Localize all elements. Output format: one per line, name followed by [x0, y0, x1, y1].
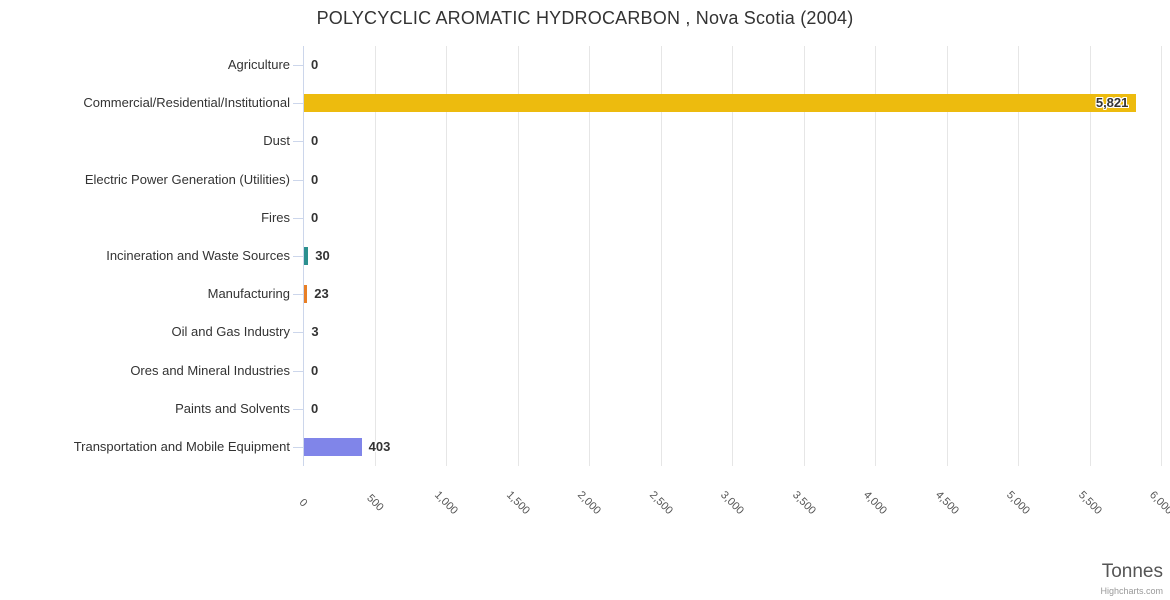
bar-value-label: 0: [311, 171, 319, 187]
bar-value-label: 0: [311, 209, 319, 225]
category-tick: [293, 294, 303, 296]
x-axis-tick-label: 3,000: [718, 489, 746, 517]
x-axis-tick-label: 5,500: [1075, 489, 1104, 517]
chart-title: POLYCYCLIC AROMATIC HYDROCARBON , Nova S…: [316, 8, 854, 28]
bar-value-label: 3: [311, 324, 319, 340]
bar[interactable]: [304, 94, 1137, 113]
bar-value-label: 0: [311, 400, 319, 416]
category-label: Transportation and Mobile Equipment: [73, 438, 290, 454]
x-axis-tick-label: 6,000: [1147, 489, 1170, 517]
category-label: Incineration and Waste Sources: [106, 248, 290, 263]
gridline: [946, 46, 948, 466]
gridline: [803, 46, 805, 466]
x-axis-tick-label: 500: [363, 492, 386, 514]
category-axis-line: [303, 46, 304, 466]
x-axis-tick-label: 1,500: [503, 489, 532, 517]
category-tick: [293, 179, 303, 181]
bar[interactable]: [304, 247, 309, 265]
highcharts-credit-link[interactable]: Highcharts.com: [1100, 586, 1163, 596]
x-axis-tick-label: 4,000: [861, 489, 889, 517]
gridline: [660, 46, 662, 466]
category-tick: [293, 65, 303, 67]
gridline: [1161, 46, 1162, 466]
gridline: [446, 46, 447, 466]
x-axis-tick-label: 5,000: [1004, 489, 1032, 517]
category-label: Ores and Mineral Industries: [130, 362, 290, 378]
x-axis-tick-label: 3,500: [789, 489, 818, 517]
gridline: [517, 46, 519, 466]
x-axis-tick-label: 4,500: [932, 489, 961, 517]
category-label: Paints and Solvents: [175, 400, 290, 416]
bar-value-label: 403: [368, 438, 391, 454]
gridline: [1018, 46, 1019, 466]
category-tick: [293, 370, 303, 372]
category-label: Fires: [261, 209, 290, 225]
x-axis-title: Tonnes: [1101, 561, 1163, 582]
gridline: [875, 46, 876, 466]
category-tick: [293, 256, 303, 257]
bar-value-label: 0: [311, 57, 319, 73]
category-tick: [293, 103, 303, 105]
x-axis-tick-label: 2,500: [646, 489, 675, 517]
bar-value-label: 23: [314, 286, 329, 302]
category-label: Oil and Gas Industry: [171, 324, 291, 340]
gridline: [589, 46, 590, 466]
category-label: Commercial/Residential/Institutional: [83, 95, 290, 111]
gridline: [374, 46, 376, 466]
category-tick: [293, 217, 303, 219]
bar-value-label: 5,821: [1095, 95, 1129, 111]
x-axis-tick-label: 2,000: [575, 489, 603, 517]
bar-value-label: 30: [315, 248, 330, 263]
category-tick: [293, 446, 303, 448]
bar-value-label: 0: [311, 362, 319, 378]
category-tick: [293, 408, 303, 410]
bar-value-label: 0: [311, 133, 319, 149]
category-tick: [293, 141, 303, 143]
gridline: [1089, 46, 1091, 466]
category-label: Electric Power Generation (Utilities): [84, 171, 290, 187]
x-axis-tick-label: 0: [296, 496, 310, 510]
x-axis-tick-label: 1,000: [432, 489, 460, 517]
category-label: Manufacturing: [207, 286, 290, 302]
category-label: Agriculture: [227, 57, 290, 73]
category-tick: [293, 332, 303, 334]
category-label: Dust: [263, 133, 290, 149]
bar[interactable]: [304, 285, 308, 304]
bar[interactable]: [304, 437, 362, 456]
gridline: [732, 46, 733, 466]
